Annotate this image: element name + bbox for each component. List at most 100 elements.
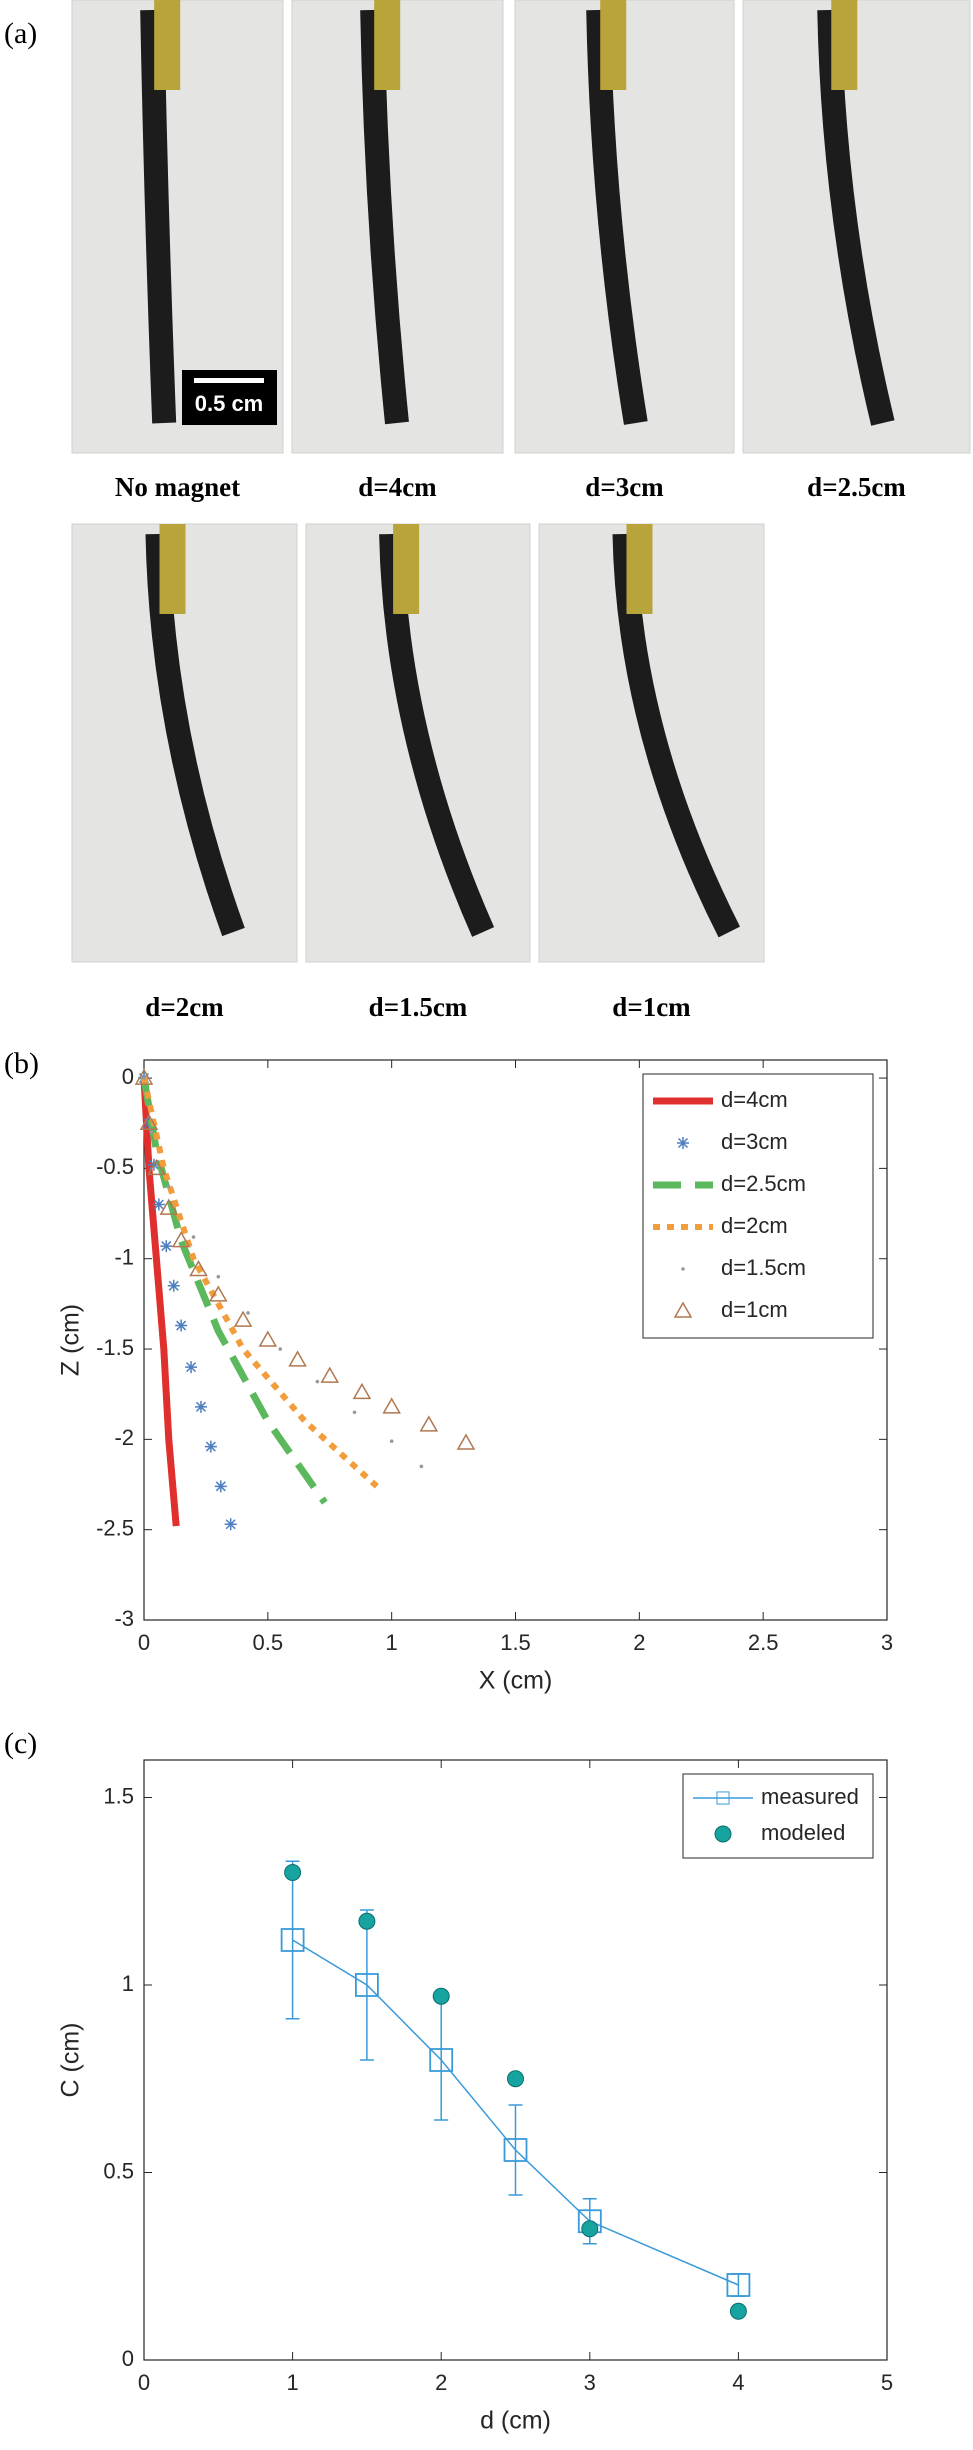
marker-star [175, 1319, 188, 1332]
panel-label: (b) [4, 1047, 39, 1080]
legend-swatch [681, 1267, 685, 1271]
x-tick-label: 4 [732, 2370, 744, 2395]
marker-star [224, 1518, 237, 1531]
strip [140, 9, 177, 424]
marker-triangle [382, 1397, 401, 1414]
photo-caption: d=2.5cm [807, 472, 906, 502]
marker-dot [216, 1274, 221, 1279]
legend-label: d=2.5cm [721, 1171, 806, 1196]
clip [626, 524, 653, 614]
marker-star [167, 1279, 180, 1292]
series-line [292, 1939, 739, 2286]
x-tick-label: 1 [286, 2370, 298, 2395]
y-tick-label: -3 [114, 1606, 134, 1631]
marker-triangle [288, 1350, 307, 1367]
x-tick-label: 0 [138, 2370, 150, 2395]
clip [600, 0, 627, 90]
marker-triangle [419, 1415, 439, 1432]
x-tick-label: 5 [881, 2370, 893, 2395]
marker-triangle [209, 1285, 228, 1302]
legend-swatch [714, 1825, 732, 1843]
marker-square [726, 2273, 751, 2297]
marker-star [214, 1480, 227, 1493]
legend-label: modeled [761, 1820, 845, 1845]
x-axis-label: d (cm) [480, 2407, 551, 2435]
clip [393, 524, 420, 614]
legend [682, 1773, 874, 1859]
marker-triangle [147, 1158, 166, 1176]
y-tick-label: 0 [122, 2346, 134, 2371]
plot-area [143, 1759, 888, 2361]
marker-dot [246, 1311, 250, 1315]
marker-triangle [320, 1366, 340, 1383]
marker-star [185, 1361, 198, 1374]
marker-star [152, 1198, 165, 1211]
scale-bar [194, 378, 264, 383]
marker-dot [166, 1184, 171, 1189]
marker-circle [729, 2302, 747, 2320]
legend-label: d=4cm [721, 1087, 788, 1112]
x-axis-label: X (cm) [479, 1667, 553, 1695]
clip [159, 524, 186, 614]
legend-label: d=2cm [721, 1213, 788, 1238]
error-bar [508, 2104, 523, 2196]
clip [374, 0, 401, 90]
y-axis-label: Z (cm) [57, 1304, 85, 1376]
y-axis-label: C (cm) [57, 2023, 85, 2098]
x-tick-label: 0.5 [253, 1630, 284, 1655]
marker-triangle [159, 1198, 179, 1215]
marker-triangle [171, 1231, 191, 1248]
marker-dot [389, 1439, 394, 1443]
y-tick-label: -2.5 [96, 1515, 134, 1540]
marker-dot [352, 1410, 357, 1415]
marker-dot [278, 1347, 283, 1351]
legend-swatch [716, 1791, 730, 1805]
y-tick-label: -1 [114, 1245, 134, 1270]
photo-caption: No magnet [115, 472, 240, 502]
legend-swatch [677, 1137, 689, 1149]
x-tick-label: 1 [386, 1630, 398, 1655]
clip [154, 0, 181, 90]
photo-caption: d=1cm [612, 992, 691, 1022]
y-tick-label: -0.5 [96, 1154, 134, 1179]
marker-dot [142, 1076, 146, 1080]
marker-star [204, 1440, 217, 1453]
legend-swatch [673, 1301, 693, 1318]
y-tick-label: 1.5 [103, 1783, 134, 1808]
legend-label: d=1.5cm [721, 1255, 806, 1280]
scale-bar-label: 0.5 cm [195, 391, 264, 416]
marker-dot [419, 1464, 424, 1469]
panel-label: (c) [4, 1727, 37, 1760]
marker-triangle [139, 1113, 159, 1130]
marker-triangle [134, 1068, 154, 1085]
marker-circle [284, 1864, 302, 1881]
marker-square [503, 2138, 528, 2162]
marker-triangle [352, 1382, 372, 1400]
x-tick-label: 2 [435, 2370, 447, 2395]
x-tick-label: 3 [584, 2370, 596, 2395]
photo-caption: d=4cm [358, 472, 437, 502]
error-bar [285, 1860, 300, 2020]
x-tick-label: 3 [881, 1630, 893, 1655]
photo-caption: d=1.5cm [369, 992, 468, 1022]
marker-dot [149, 1130, 154, 1135]
marker-star [194, 1400, 207, 1413]
legend-label: d=1cm [721, 1297, 788, 1322]
y-tick-label: -2 [114, 1425, 134, 1450]
y-tick-label: 0 [122, 1064, 134, 1089]
series-line [141, 1077, 379, 1489]
error-bar [359, 1909, 374, 2061]
marker-star [160, 1240, 173, 1253]
marker-square [429, 2048, 454, 2072]
marker-triangle [456, 1433, 476, 1450]
series-line [140, 1077, 180, 1527]
panel-label: (a) [4, 17, 37, 50]
marker-square [280, 1928, 305, 1952]
marker-square [354, 1973, 379, 1997]
strip [817, 9, 895, 426]
clip [831, 0, 858, 90]
strip [360, 9, 409, 425]
marker-circle [358, 1912, 376, 1930]
y-tick-label: -1.5 [96, 1335, 134, 1360]
